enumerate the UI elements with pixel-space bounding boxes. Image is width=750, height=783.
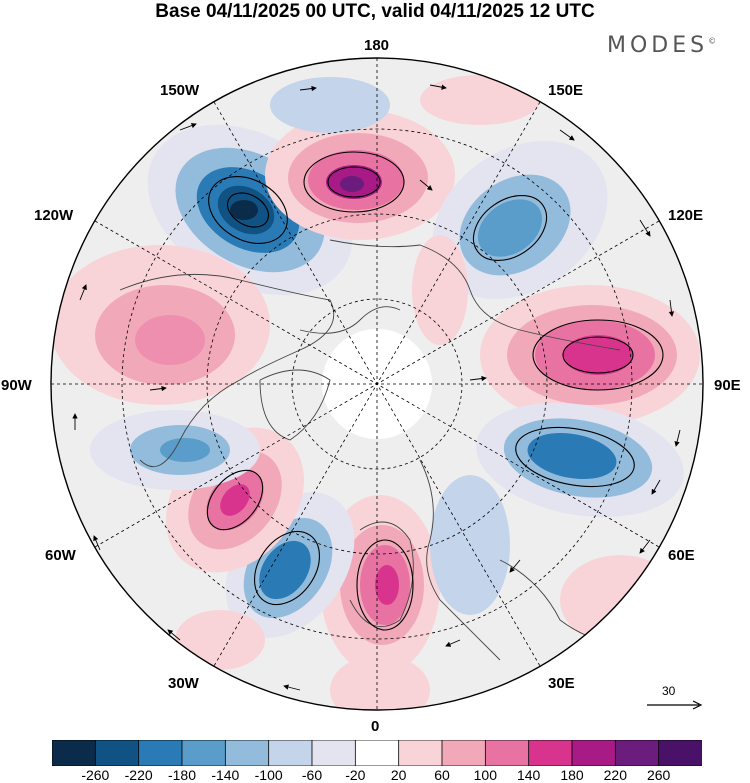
- colorbar-segment: [484, 740, 530, 766]
- lon-label-30e: 30E: [548, 675, 575, 692]
- colorbar-segment: [311, 740, 357, 766]
- lon-label-30w: 30W: [168, 675, 199, 692]
- colorbar-segment: [398, 740, 443, 766]
- colorbar-tick-label: -260: [81, 767, 110, 783]
- colorbar-tick-label: -100: [254, 767, 283, 783]
- colorbar-segment: [224, 740, 270, 766]
- page-title: Base 04/11/2025 00 UTC, valid 04/11/2025…: [155, 1, 595, 22]
- colorbar-segment: [268, 740, 313, 766]
- colorbar-tick-label: -180: [167, 767, 197, 783]
- brand-logo: MODES©: [607, 33, 716, 58]
- colorbar-tick-label: 260: [646, 767, 671, 783]
- colorbar: [52, 740, 702, 766]
- colorbar-tick-label: -60: [301, 767, 323, 783]
- streamlines: [206, 151, 664, 631]
- colorbar-tick-label: -20: [345, 767, 366, 783]
- brand-name: MODES: [607, 33, 709, 58]
- reference-vector-label: 30: [662, 684, 676, 698]
- colorbar-segment: [658, 740, 702, 766]
- colorbar-tick-label: 60: [434, 767, 450, 783]
- colorbar-tick-label: -140: [211, 767, 240, 783]
- reference-vector-arrow: [647, 700, 703, 710]
- colorbar-segment: [354, 740, 400, 766]
- colorbar-segment: [181, 740, 227, 766]
- lon-label-60e: 60E: [668, 547, 695, 564]
- colorbar-tick-label: 180: [560, 767, 584, 783]
- colorbar-segment: [571, 740, 617, 766]
- colorbar-segment: [614, 740, 660, 766]
- colorbar-tick-label: 20: [390, 767, 407, 783]
- colorbar-tick-label: 100: [473, 767, 498, 783]
- lon-label-60w: 60W: [45, 547, 76, 564]
- colorbar-tick-label: -220: [124, 767, 153, 783]
- lon-label-120e: 120E: [668, 207, 704, 224]
- map-disk: [51, 58, 703, 710]
- colorbar-tick-label: 220: [603, 767, 628, 783]
- anomaly-shading: [51, 75, 700, 710]
- map-boundary: [50, 57, 704, 711]
- lon-label-150e: 150E: [548, 82, 584, 99]
- colorbar-segment: [52, 740, 97, 766]
- lon-label-180: 180: [364, 37, 390, 54]
- lon-label-90w: 90W: [1, 377, 32, 394]
- lon-label-0: 0: [371, 718, 380, 735]
- colorbar-segment: [528, 740, 573, 766]
- colorbar-segment: [94, 740, 140, 766]
- colorbar-segment: [441, 740, 487, 766]
- graticule: [51, 58, 703, 710]
- lon-label-120w: 120W: [34, 207, 74, 224]
- colorbar-tick-label: 140: [516, 767, 541, 783]
- brand-mark: ©: [708, 36, 717, 46]
- colorbar-segment: [138, 740, 183, 766]
- lon-label-150w: 150W: [160, 82, 200, 99]
- lon-label-90e: 90E: [714, 377, 741, 394]
